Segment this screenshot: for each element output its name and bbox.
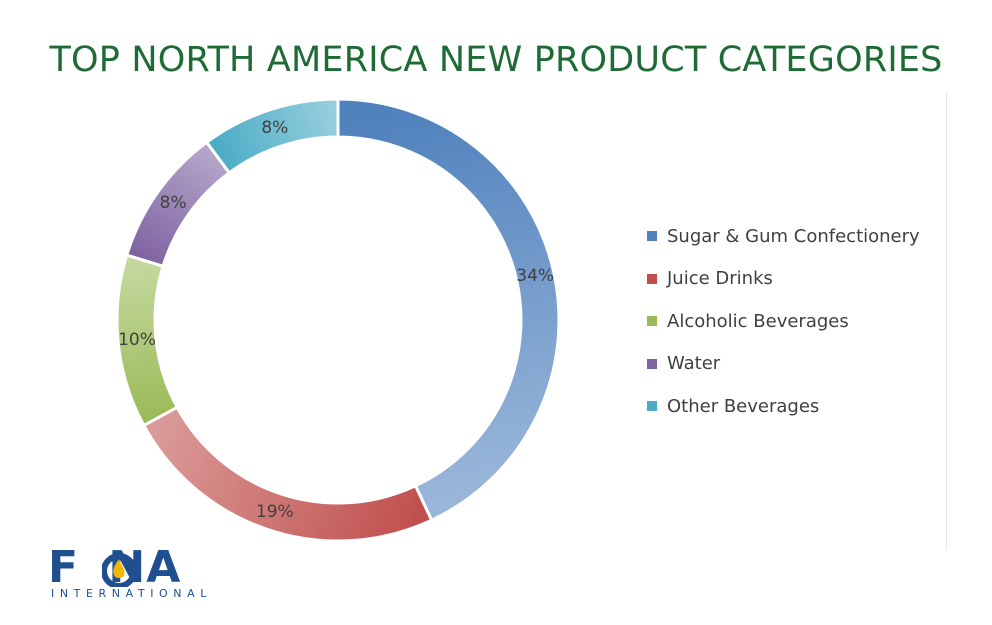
legend-item: Juice Drinks bbox=[647, 265, 920, 293]
legend-item: Water bbox=[647, 350, 920, 378]
legend-item: Other Beverages bbox=[647, 392, 920, 420]
legend-item: Alcoholic Beverages bbox=[647, 307, 920, 335]
fona-logo: F NA INTERNATIONAL bbox=[48, 545, 220, 603]
legend-swatch bbox=[647, 401, 657, 411]
flame-icon bbox=[102, 553, 136, 587]
slice-label-1: 19% bbox=[256, 502, 294, 522]
legend-swatch bbox=[647, 358, 657, 369]
donut-slice-0 bbox=[336, 97, 561, 523]
slice-label-0: 34% bbox=[516, 266, 554, 286]
divider-line bbox=[946, 92, 947, 550]
legend-swatch bbox=[647, 231, 657, 241]
logo-subtitle: INTERNATIONAL bbox=[51, 587, 212, 600]
legend-swatch bbox=[647, 273, 657, 284]
slice-label-4: 8% bbox=[261, 118, 288, 138]
donut-slice-4 bbox=[204, 97, 340, 175]
legend-item: Sugar & Gum Confectionery bbox=[647, 222, 920, 250]
chart-legend: Sugar & Gum Confectionery Juice Drinks Alc… bbox=[647, 222, 920, 435]
legend-label: Alcoholic Beverages bbox=[667, 310, 849, 332]
legend-label: Juice Drinks bbox=[667, 268, 773, 289]
chart-title: TOP NORTH AMERICA NEW PRODUCT CATEGORIES bbox=[49, 40, 943, 80]
slice-label-3: 8% bbox=[160, 193, 187, 213]
slice-label-2: 10% bbox=[118, 330, 156, 350]
legend-label: Other Beverages bbox=[667, 395, 820, 417]
legend-swatch bbox=[647, 316, 657, 326]
legend-label: Sugar & Gum Confectionery bbox=[667, 225, 920, 247]
legend-label: Water bbox=[667, 353, 721, 374]
